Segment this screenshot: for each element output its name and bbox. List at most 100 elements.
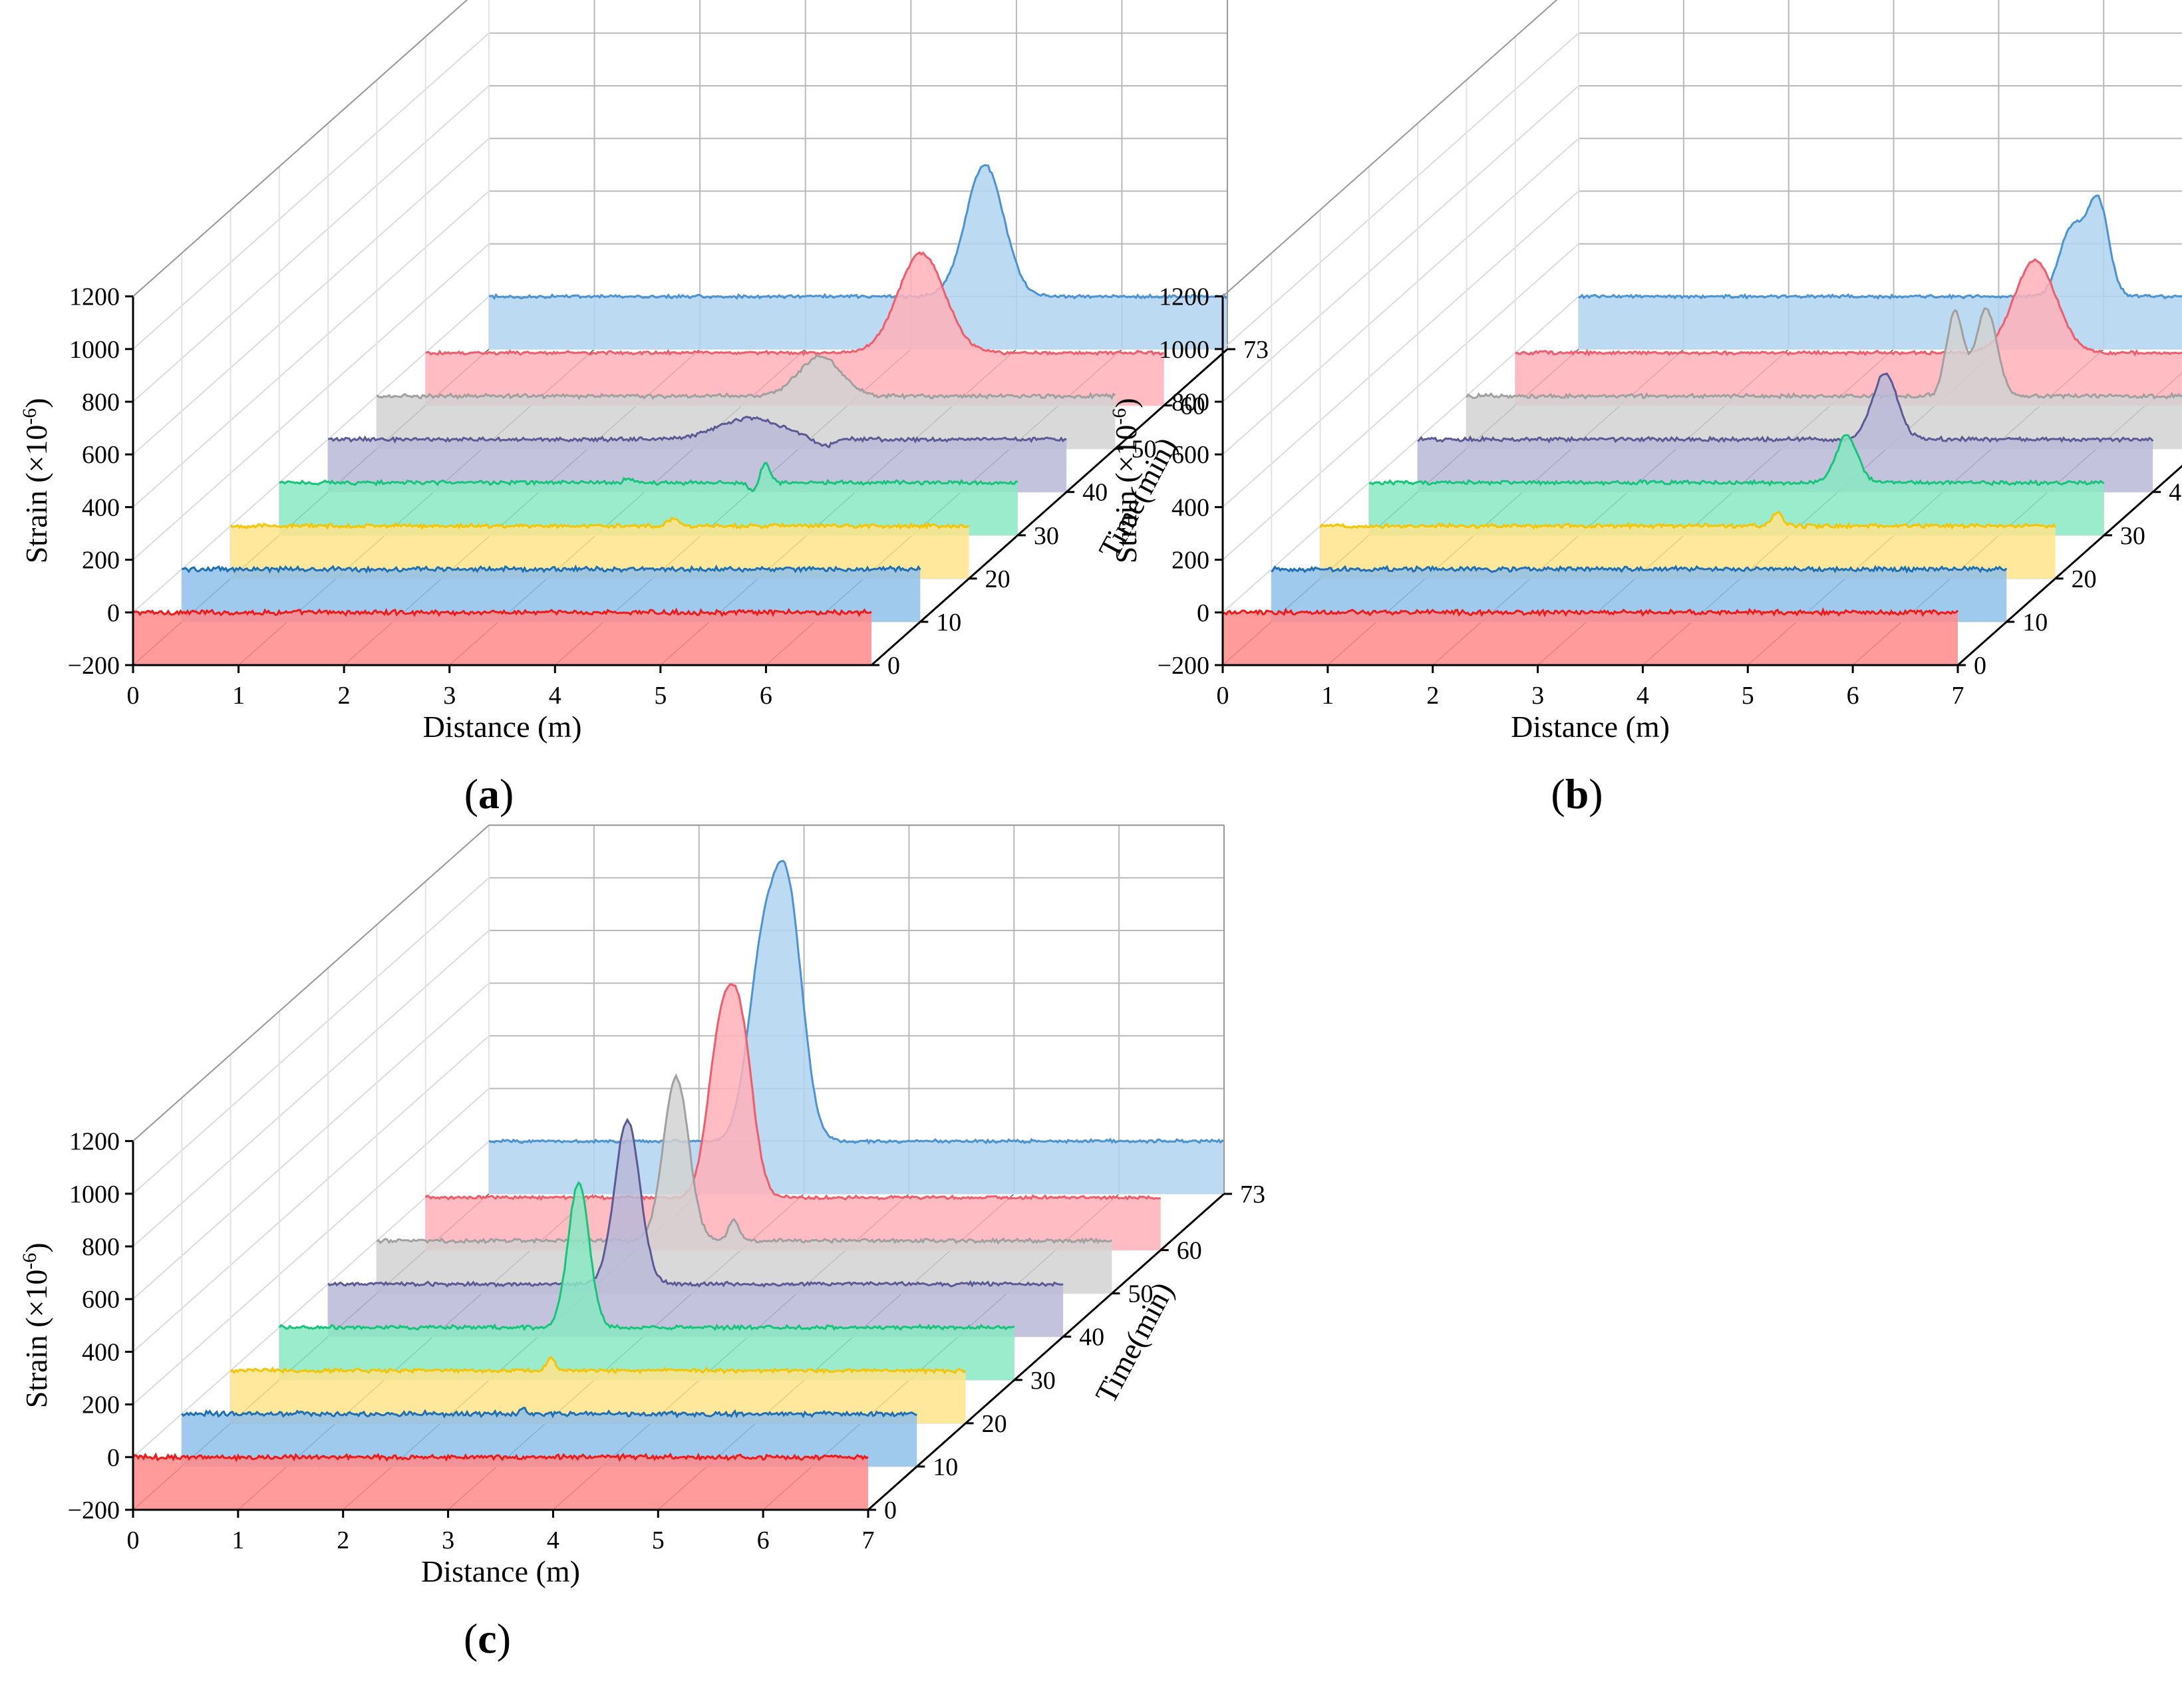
- grid-line: [1222, 85, 1579, 402]
- grid-line: [132, 1141, 490, 1458]
- panel-label: (c): [464, 1615, 511, 1662]
- y-tick-label: 800: [82, 1233, 120, 1261]
- panel-label-close: ): [1589, 770, 1603, 817]
- grid-line: [132, 243, 490, 561]
- series-line-t30: [279, 462, 1018, 493]
- series-line-t60: [424, 983, 1161, 1201]
- x-tick-label: 0: [127, 1526, 140, 1554]
- z-tick-label: 60: [1177, 1237, 1202, 1265]
- series-line-t73: [488, 164, 1228, 301]
- x-tick-label: 6: [1847, 682, 1859, 710]
- grid-line: [1222, 243, 1579, 561]
- y-tick-label: 1000: [69, 1181, 120, 1209]
- y-tick-label: 600: [1171, 441, 1209, 469]
- panel-label: (b): [1551, 770, 1603, 817]
- series-area-t73: [489, 165, 1227, 350]
- z-tick-label: 20: [985, 565, 1011, 593]
- series-area-t50: [377, 1075, 1112, 1294]
- series-line-t40: [1417, 372, 2154, 444]
- x-tick-label: 4: [1636, 682, 1649, 710]
- y-axis-label: Strain (×10-6): [19, 1242, 54, 1408]
- y-axis-label-exponent: -6: [19, 408, 41, 425]
- y-tick-label: 200: [82, 1391, 120, 1419]
- y-axis-label-main: Strain (×10: [19, 425, 53, 564]
- grid-line: [132, 138, 490, 455]
- series-area-t0: [1223, 609, 1958, 665]
- y-tick-label: 600: [82, 441, 120, 469]
- axes: [132, 824, 1225, 1511]
- y-tick-label: 1000: [69, 336, 120, 364]
- y-axis-label: Strain (×10-6): [19, 398, 54, 563]
- x-tick-label: 1: [232, 682, 245, 710]
- z-tick-label: 50: [1128, 1280, 1153, 1308]
- grid-line: [132, 1035, 490, 1353]
- series-area-t20: [230, 517, 969, 579]
- grid-line: [132, 85, 490, 402]
- z-tick-label: 30: [1034, 522, 1059, 550]
- series-line-t0: [132, 607, 872, 617]
- z-tick-label: 20: [2072, 565, 2097, 593]
- series-line-t40: [328, 415, 1067, 449]
- z-tick-label: 10: [933, 1453, 958, 1481]
- y-axis-label-main: Strain (×10: [1109, 425, 1143, 564]
- x-tick-label: 5: [1742, 682, 1754, 710]
- y-tick-label: 800: [82, 388, 120, 416]
- top-edge-line: [132, 0, 468, 297]
- y-axis-label-main: Strain (×10: [19, 1270, 53, 1409]
- y-tick-label: 0: [107, 1444, 120, 1472]
- z-tick-label: 10: [2022, 609, 2048, 637]
- series-line-t60: [425, 251, 1164, 356]
- z-tick-label: 73: [1243, 336, 1269, 364]
- y-tick-label: 200: [1171, 547, 1209, 575]
- series-area-t20: [1320, 511, 2056, 579]
- z-tick-label: 20: [982, 1410, 1007, 1438]
- x-tick-label: 3: [443, 682, 456, 710]
- y-axis-label-exponent: -6: [19, 1253, 41, 1270]
- series-line-t60: [1515, 257, 2182, 357]
- z-tick-label: 40: [2169, 479, 2182, 507]
- series-area-t10: [182, 566, 921, 622]
- z-axis-line: [871, 348, 1228, 666]
- series-line-t20: [1319, 511, 2056, 530]
- y-tick-label: 1200: [1159, 283, 1209, 311]
- y-axis-label-close: ): [1109, 398, 1143, 408]
- axes: [132, 0, 1228, 666]
- panel-label-letter: a: [478, 770, 500, 817]
- series-line-t40: [327, 1117, 1064, 1288]
- series-line-t10: [182, 564, 921, 574]
- x-tick-label: 3: [442, 1526, 454, 1554]
- series-line-t30: [278, 1181, 1015, 1332]
- panel-label-open: (: [464, 770, 478, 817]
- grid-line: [132, 190, 490, 508]
- x-tick-label: 0: [127, 682, 140, 710]
- series-line-t50: [376, 1073, 1112, 1245]
- x-tick-label: 2: [338, 682, 351, 710]
- y-axis-label-close: ): [19, 398, 53, 408]
- z-axis-line: [867, 1193, 1225, 1511]
- y-tick-label: 800: [1171, 388, 1209, 416]
- series-line-t20: [230, 1355, 967, 1375]
- series-area-t50: [1466, 308, 2182, 449]
- panel-label: (a): [464, 770, 514, 817]
- y-tick-label: 1000: [1159, 336, 1209, 364]
- grid-line: [1222, 33, 1579, 350]
- series-line-t10: [1271, 565, 2008, 574]
- panel-label-letter: c: [478, 1615, 496, 1662]
- x-tick-label: 0: [1217, 682, 1229, 710]
- series-area-t73: [1579, 196, 2182, 349]
- series-line-t73: [1578, 194, 2182, 300]
- panel-label-open: (: [1551, 770, 1565, 817]
- grid-line: [132, 296, 490, 613]
- series-area-t73: [489, 861, 1224, 1194]
- z-tick-label: 73: [1240, 1181, 1265, 1209]
- panel-label-close: ): [497, 1615, 511, 1662]
- y-tick-label: 1200: [69, 1128, 120, 1156]
- grid-line: [132, 982, 490, 1300]
- z-tick-label: 0: [1974, 652, 1986, 680]
- series-line-t0: [132, 1452, 869, 1463]
- x-tick-label: 4: [549, 682, 561, 710]
- grid-line: [1222, 0, 1558, 297]
- y-axis-label-close: ): [19, 1242, 53, 1252]
